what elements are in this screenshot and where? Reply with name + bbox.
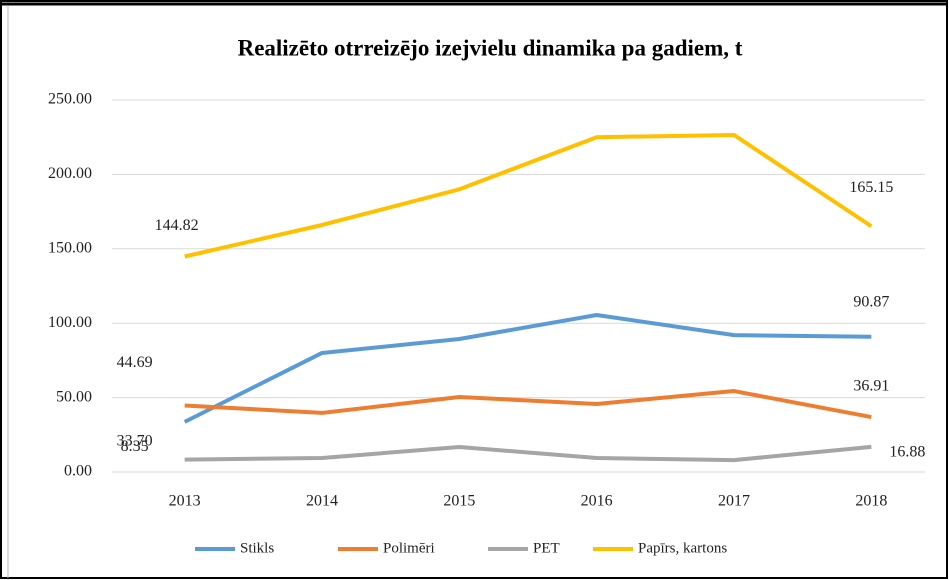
y-tick-label: 100.00 <box>48 314 92 331</box>
data-label: 16.88 <box>889 444 925 461</box>
x-tick-label: 2016 <box>581 493 613 510</box>
data-label: 44.69 <box>117 354 153 371</box>
data-label: 165.15 <box>849 179 893 196</box>
y-tick-label: 200.00 <box>48 165 92 182</box>
y-tick-label: 150.00 <box>48 239 92 256</box>
data-label: 36.91 <box>853 378 889 395</box>
series-line <box>183 313 872 424</box>
y-tick-label: 250.00 <box>48 91 92 108</box>
legend-label: Polimēri <box>383 540 435 556</box>
series-line <box>184 444 872 463</box>
x-tick-label: 2014 <box>306 493 338 510</box>
y-tick-label: 0.00 <box>64 463 92 480</box>
x-tick-label: 2015 <box>443 493 475 510</box>
chart-title: Realizēto otrreizējo izejvielu dinamika … <box>238 35 743 60</box>
series-line <box>184 389 872 420</box>
series-line <box>184 132 873 259</box>
x-tick-label: 2017 <box>718 493 750 510</box>
data-label: 8.35 <box>121 438 149 455</box>
data-label: 90.87 <box>853 293 889 310</box>
legend-label: Stikls <box>240 540 274 556</box>
legend-label: Papīrs, kartons <box>638 540 727 556</box>
legend-label: PET <box>533 540 560 556</box>
data-label: 33.70 <box>117 433 153 450</box>
data-label: 144.82 <box>155 217 199 234</box>
x-tick-label: 2018 <box>855 493 887 510</box>
x-tick-label: 2013 <box>169 493 201 510</box>
y-tick-label: 50.00 <box>56 388 92 405</box>
